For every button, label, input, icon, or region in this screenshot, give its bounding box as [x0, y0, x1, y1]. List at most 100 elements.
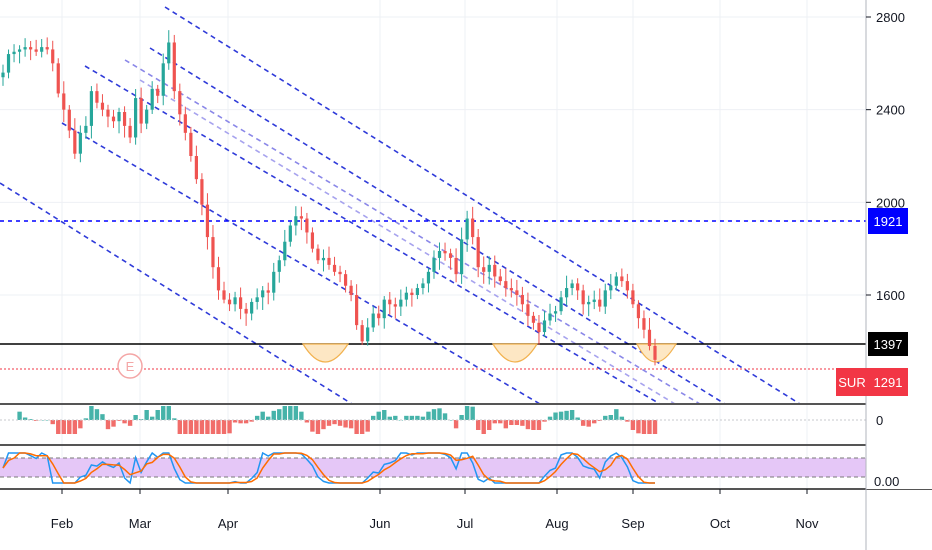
channel-line	[0, 182, 353, 405]
x-tick-label: Oct	[710, 516, 731, 531]
candle-body	[421, 283, 425, 289]
candle-body	[183, 114, 187, 133]
candle-body	[244, 308, 248, 314]
candle-body	[150, 88, 154, 110]
histogram-bar	[277, 409, 282, 420]
histogram-bar	[266, 416, 271, 420]
candle-body	[609, 285, 613, 291]
candle-body	[78, 132, 82, 154]
histogram-bar	[636, 420, 641, 434]
histogram-bar	[326, 420, 332, 426]
candle-body	[299, 216, 303, 219]
candle-body	[189, 132, 193, 156]
histogram-bar	[487, 420, 492, 430]
candle-body	[172, 42, 176, 92]
candle-body	[216, 267, 221, 291]
histogram-bar	[442, 413, 448, 420]
earnings-event-marker[interactable]: E	[117, 353, 143, 379]
histogram-bar	[144, 410, 149, 420]
histogram-bar	[321, 420, 326, 430]
candle-body	[227, 299, 232, 305]
histogram-bar	[238, 420, 243, 424]
histogram-bar	[17, 411, 22, 420]
candle-body	[526, 304, 530, 316]
candle-body	[647, 329, 652, 346]
candle-body	[205, 204, 210, 238]
candle-body	[6, 54, 11, 73]
trend-channel-lines	[0, 6, 801, 405]
candle-body	[95, 91, 99, 103]
candle-body	[29, 47, 33, 50]
candle-body	[553, 311, 558, 314]
histogram-bar	[564, 410, 569, 420]
histogram-bar	[426, 411, 431, 420]
histogram-bar	[365, 420, 370, 432]
histogram-bar	[553, 412, 558, 420]
candlestick-series	[1, 30, 657, 366]
candle-body	[631, 290, 635, 305]
candle-body	[34, 49, 38, 52]
candle-body	[139, 98, 143, 124]
candle-body	[432, 257, 436, 272]
histogram-bar	[315, 420, 321, 434]
y-tick-label: 2400	[876, 103, 905, 118]
histogram-bar	[343, 420, 348, 428]
candle-body	[564, 288, 569, 298]
candle-body	[233, 297, 237, 305]
candle-body	[156, 88, 160, 96]
candle-body	[360, 325, 364, 342]
channel-line	[124, 59, 701, 405]
candle-body	[520, 295, 524, 305]
candle-body	[366, 327, 370, 342]
histogram-bar	[299, 411, 304, 420]
histogram-bar	[61, 420, 66, 434]
candle-body	[288, 225, 292, 242]
histogram-bar	[194, 420, 199, 434]
candle-body	[537, 322, 541, 333]
candle-body	[587, 301, 591, 305]
candle-body	[272, 271, 276, 293]
histogram-bar	[608, 415, 613, 420]
histogram-bar	[614, 409, 619, 420]
histogram-bar	[172, 418, 177, 420]
histogram-bar	[100, 414, 105, 420]
histogram-bar	[111, 420, 116, 427]
histogram-bar	[453, 420, 459, 429]
histogram-bar	[592, 420, 597, 424]
histogram-bar	[94, 409, 100, 420]
candle-body	[73, 130, 77, 154]
event-marker-label: E	[126, 359, 135, 374]
histogram-bar	[271, 410, 276, 420]
histogram-bar	[127, 420, 133, 426]
candle-body	[548, 313, 552, 321]
candle-body	[349, 285, 353, 295]
histogram-bar	[288, 406, 293, 420]
candle-body	[56, 63, 60, 94]
candle-body	[570, 283, 574, 289]
channel-line	[61, 122, 541, 405]
candle-body	[134, 98, 138, 138]
histogram-bar	[448, 420, 453, 421]
x-tick-label: Feb	[51, 516, 73, 531]
histogram-bar	[558, 411, 564, 420]
candle-body	[122, 111, 127, 126]
histogram-bar	[89, 406, 94, 420]
candle-body	[40, 47, 44, 52]
histogram-bar	[547, 416, 553, 420]
candle-body	[625, 281, 629, 291]
candle-body	[261, 290, 265, 298]
candle-body	[487, 264, 491, 272]
histogram-bar	[492, 420, 497, 424]
time-axis-ticks[interactable]: Feb Mar Apr Jun Jul Aug Sep Oct Nov	[51, 489, 819, 531]
candle-body	[67, 109, 71, 131]
badge-1397: 1397	[868, 332, 908, 356]
histogram-bar	[475, 420, 481, 430]
chart-grid	[0, 0, 866, 489]
candle-body	[283, 241, 287, 261]
histogram-bar	[72, 420, 78, 434]
price-scale[interactable]	[866, 0, 932, 489]
candle-body	[111, 116, 116, 122]
candle-body	[255, 297, 259, 302]
histogram-bar	[122, 420, 127, 424]
